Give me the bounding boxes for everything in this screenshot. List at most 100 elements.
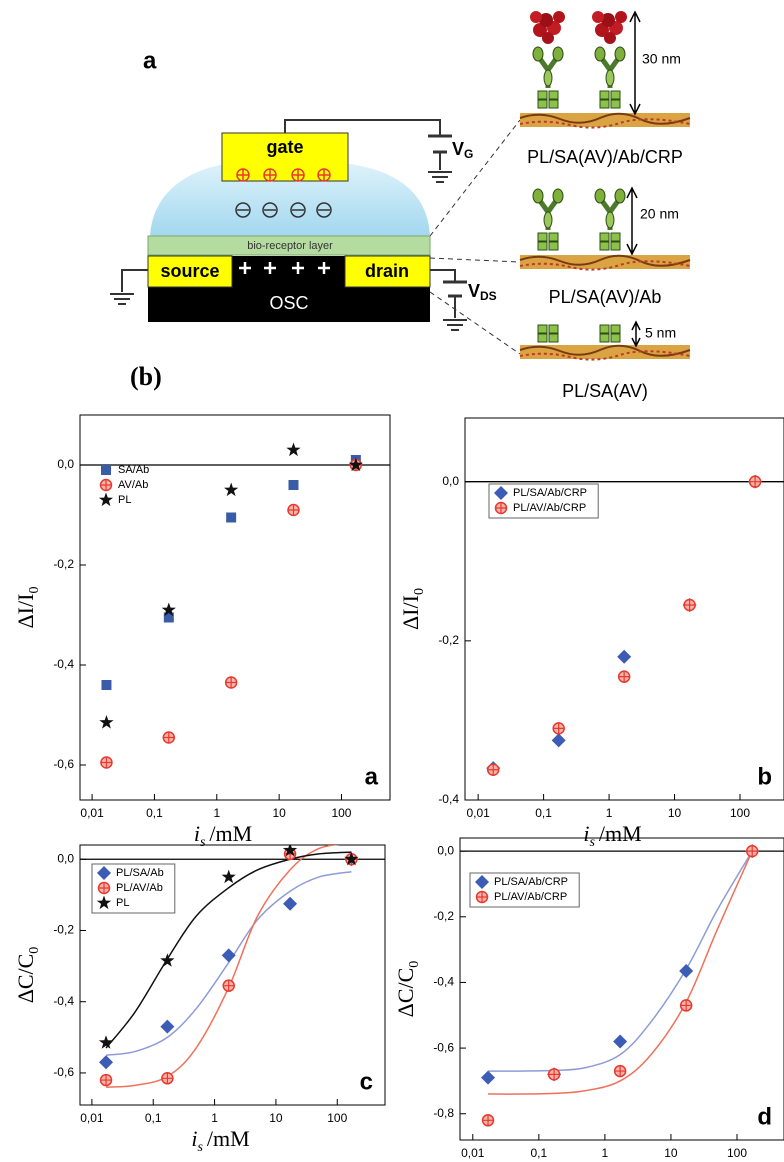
legend-label: AV/Ab: [118, 479, 148, 491]
marker-shape: [99, 1055, 113, 1069]
x-tick-label: 100: [730, 806, 750, 820]
height-arrow: [630, 12, 640, 114]
drain-label: drain: [365, 261, 409, 281]
antibody: [595, 189, 625, 230]
x-label-subscript: s: [200, 835, 206, 850]
x-tick-label: 0,01: [80, 806, 104, 820]
x-label-unit: /mM: [599, 821, 642, 846]
data-point: [549, 1069, 560, 1080]
data-point: [101, 1075, 112, 1086]
stack-height: 20 nm: [640, 206, 679, 222]
y-tick-label: 0,0: [57, 457, 74, 471]
marker-shape: [552, 733, 566, 747]
vg-label: VG: [452, 139, 473, 161]
antibody: [533, 189, 563, 230]
crp: [592, 11, 627, 44]
y-label-text: ΔC/C: [393, 968, 418, 1018]
marker-shape: [222, 870, 236, 884]
data-point: [286, 443, 300, 457]
ground: [428, 172, 452, 182]
marker-shape: [99, 1035, 113, 1049]
marker-shape: [679, 964, 693, 978]
antibody: [533, 47, 563, 88]
streptavidin: [538, 233, 558, 250]
marker-shape: [226, 513, 236, 523]
x-tick-label: 10: [269, 1111, 283, 1125]
streptavidin: [538, 325, 558, 342]
x-axis-label: is/mM: [583, 821, 641, 850]
y-axis-label: ΔC/C0: [393, 961, 422, 1018]
lipid-layer: [520, 345, 690, 360]
x-tick-label: 0,01: [466, 806, 490, 820]
y-axis-label: ΔI/I0: [13, 587, 42, 629]
legend-label: PL/SA/Ab/CRP: [513, 487, 587, 499]
ground: [443, 320, 467, 330]
data-point: [553, 723, 564, 734]
y-tick-label: -0,6: [433, 1040, 454, 1054]
chart-panel: 0,010,11101000,0-0,2-0,4is/mMΔI/I0bPL/SA…: [398, 418, 784, 850]
marker-shape: [286, 443, 300, 457]
panel-label: b: [757, 763, 772, 790]
legend-label: PL/AV/Ab/CRP: [494, 891, 567, 903]
y-label-text: ΔI/I: [13, 594, 38, 629]
data-point: [288, 505, 299, 516]
stack-height: 30 nm: [642, 51, 681, 67]
data-point: [619, 671, 630, 682]
marker-shape: [481, 1071, 495, 1085]
x-label-subscript: s: [589, 835, 595, 850]
vds-label: VDS: [468, 281, 497, 303]
streptavidin: [600, 325, 620, 342]
stack-caption: PL/SA(AV)/Ab/CRP: [527, 147, 683, 167]
plot-area: [486, 475, 762, 776]
legend-label: SA/Ab: [118, 464, 149, 476]
data-point: [160, 1020, 174, 1034]
x-tick-label: 10: [668, 806, 682, 820]
lipid-layer: [520, 255, 690, 270]
y-label-subscript: 0: [412, 588, 427, 595]
x-label-unit: /mM: [207, 1126, 250, 1151]
data-point: [289, 480, 299, 490]
x-label-unit: /mM: [209, 821, 252, 846]
x-axis-label: is/mM: [191, 1126, 249, 1155]
x-tick-label: 100: [327, 1111, 347, 1125]
data-point: [226, 513, 236, 523]
data-point: [101, 680, 111, 690]
data-point: [613, 1035, 627, 1049]
chart-panel: 0,010,11101000,0-0,2-0,4-0,6-0,8is/mMΔC/…: [393, 838, 784, 1162]
data-point: [99, 1035, 113, 1049]
y-tick-label: -0,2: [53, 557, 74, 571]
data-point: [552, 733, 566, 747]
streptavidin: [538, 91, 558, 108]
y-tick-label: -0,2: [438, 633, 459, 647]
legend-label: PL: [118, 494, 131, 506]
data-point: [222, 870, 236, 884]
marker-shape: [160, 1020, 174, 1034]
height-arrow: [632, 322, 640, 346]
data-point: [750, 476, 761, 487]
x-tick-label: 1: [211, 1111, 218, 1125]
marker-shape: [289, 480, 299, 490]
marker-shape: [283, 897, 297, 911]
y-tick-label: 0,0: [437, 843, 454, 857]
crp: [530, 11, 565, 44]
data-point: [617, 650, 631, 664]
x-tick-label: 0,1: [535, 806, 552, 820]
legend-marker: [99, 493, 113, 507]
x-tick-label: 10: [272, 806, 286, 820]
y-tick-label: -0,2: [433, 909, 454, 923]
x-label-subscript: s: [197, 1140, 203, 1155]
data-point: [684, 600, 695, 611]
y-tick-label: -0,4: [438, 792, 459, 806]
marker-shape: [101, 680, 111, 690]
data-point: [99, 715, 113, 729]
data-point: [615, 1066, 626, 1077]
device-schematic: a VG gate bio-receptor layer source drai…: [110, 47, 520, 354]
ground: [110, 294, 134, 304]
data-point: [163, 732, 174, 743]
source-wire: [122, 270, 148, 292]
marker-shape: [613, 1035, 627, 1049]
y-axis-label: ΔC/C0: [13, 947, 42, 1004]
data-point: [101, 757, 112, 768]
data-point: [283, 897, 297, 911]
lipid-layer: [520, 113, 690, 128]
